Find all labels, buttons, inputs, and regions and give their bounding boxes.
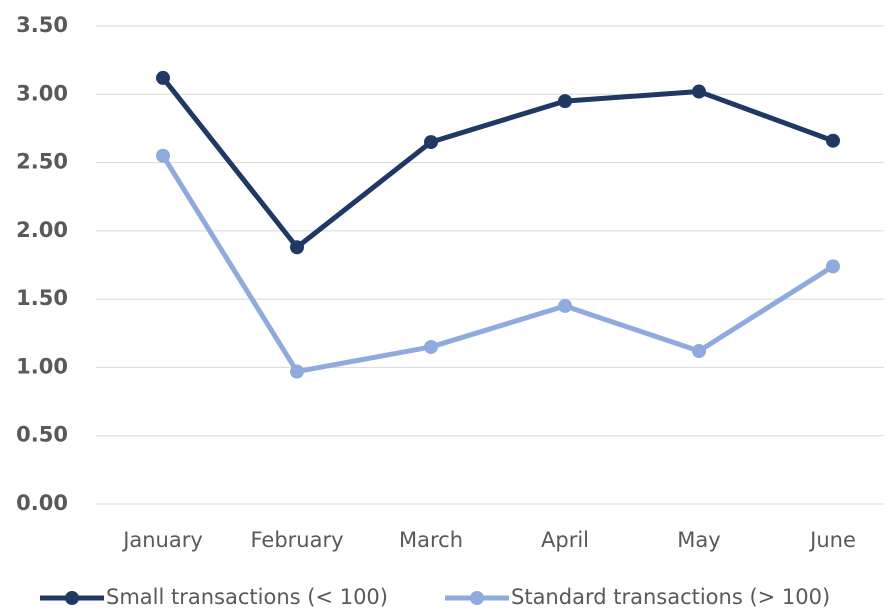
data-point <box>290 240 304 255</box>
y-tick-label: 1.00 <box>16 354 68 378</box>
x-tick-label: January <box>121 528 203 552</box>
data-point <box>156 148 170 163</box>
y-tick-label: 2.50 <box>16 150 68 174</box>
data-point <box>424 135 438 150</box>
x-tick-label: May <box>677 528 720 552</box>
data-point <box>826 259 840 274</box>
series-line <box>161 76 834 250</box>
x-tick-label: March <box>399 528 463 552</box>
legend-label: Small transactions (< 100) <box>106 585 388 609</box>
data-point <box>156 70 170 85</box>
data-point <box>558 298 572 313</box>
legend-marker <box>470 591 484 605</box>
y-tick-label: 0.50 <box>16 423 68 447</box>
y-tick-label: 2.00 <box>16 218 68 242</box>
data-point <box>692 84 706 99</box>
x-tick-label: June <box>808 528 856 552</box>
series-line <box>160 154 835 375</box>
y-tick-label: 0.00 <box>16 491 68 515</box>
data-point <box>424 339 438 354</box>
y-tick-label: 3.50 <box>16 13 68 37</box>
y-tick-label: 3.00 <box>16 81 68 105</box>
x-tick-label: February <box>250 528 343 552</box>
data-point <box>826 133 840 148</box>
data-point <box>558 94 572 109</box>
data-point <box>692 344 706 359</box>
data-point <box>290 364 304 379</box>
y-tick-label: 1.50 <box>16 286 68 310</box>
legend-marker <box>65 591 79 605</box>
x-tick-label: April <box>541 528 589 552</box>
legend-label: Standard transactions (> 100) <box>511 585 830 609</box>
